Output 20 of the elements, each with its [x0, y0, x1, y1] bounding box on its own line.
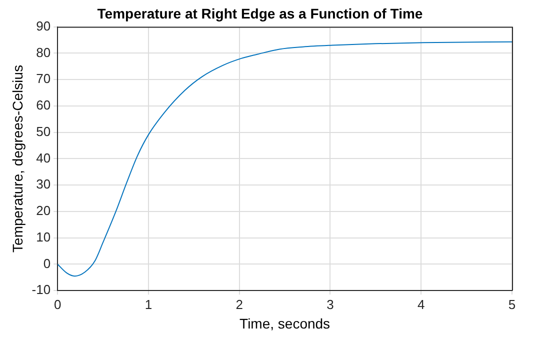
y-axis-title: Temperature, degrees-Celsius: [9, 64, 26, 252]
y-tick-label: 10: [36, 229, 51, 244]
x-tick-label: 0: [54, 296, 62, 312]
y-tick-label: 30: [36, 176, 51, 192]
y-tick-label: 80: [36, 44, 51, 60]
y-tick-label: 90: [36, 18, 51, 34]
chart-title: Temperature at Right Edge as a Function of Time: [97, 5, 423, 22]
y-tick-label: 60: [36, 98, 51, 113]
y-tick-label: 40: [36, 150, 51, 166]
x-tick-label: 4: [418, 296, 425, 312]
x-tick-label: 3: [326, 296, 334, 312]
x-axis-title: Time, seconds: [240, 315, 330, 332]
y-tick-label: 0: [43, 256, 51, 271]
y-tick-label: 70: [36, 71, 51, 86]
y-tick-label: -10: [32, 282, 51, 298]
x-tick-label: 1: [144, 296, 152, 312]
y-tick-label: 20: [36, 203, 51, 218]
x-tick-label: 2: [236, 296, 243, 312]
y-tick-label: 50: [36, 124, 51, 139]
x-tick-label: 5: [508, 296, 516, 312]
